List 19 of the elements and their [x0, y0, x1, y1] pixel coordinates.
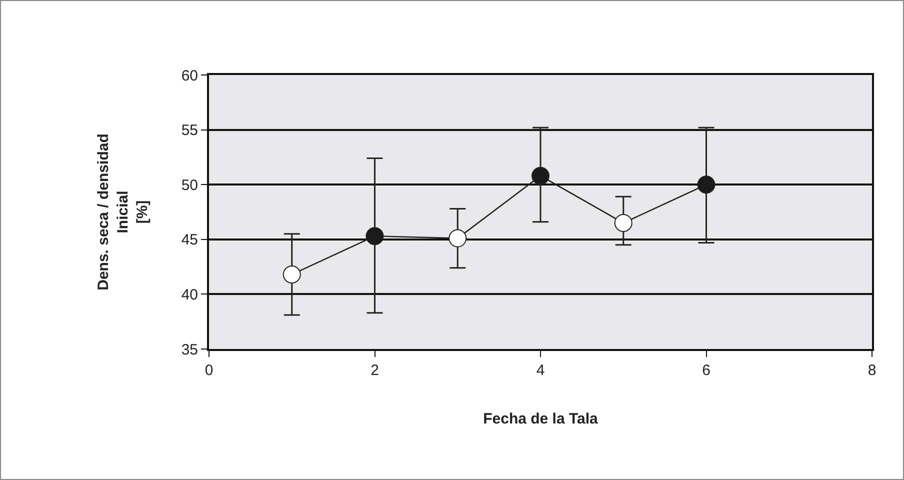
point	[366, 227, 384, 246]
x-tick-label: 4	[536, 362, 545, 379]
point	[532, 166, 550, 185]
x-axis-title: Fecha de la Tala	[483, 410, 599, 428]
point	[697, 176, 716, 194]
x-tick-label: 8	[868, 362, 876, 379]
y-tick-label: 45	[181, 232, 198, 249]
point	[282, 265, 301, 284]
y-tick-label: 50	[181, 176, 198, 194]
y-tick-label: 40	[181, 286, 198, 304]
x-tick-label: 2	[370, 362, 379, 379]
x-tick-label: 0	[204, 362, 214, 379]
point	[614, 214, 632, 232]
y-tick-label: 55	[181, 122, 198, 140]
point	[448, 229, 467, 248]
x-tick-label: 6	[702, 362, 710, 379]
y-tick-label: 60	[181, 67, 198, 84]
y-axis-title: Dens. seca / densidad Inicial [%]	[95, 134, 152, 290]
y-tick-label: 35	[181, 341, 198, 358]
